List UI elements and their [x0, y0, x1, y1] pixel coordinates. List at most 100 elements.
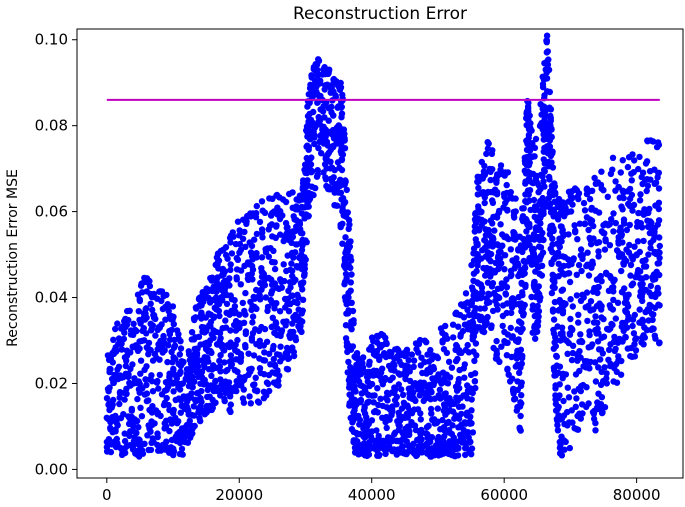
data-point	[351, 383, 358, 390]
data-point	[651, 180, 658, 187]
data-point	[592, 313, 599, 320]
data-point	[549, 248, 556, 256]
data-point	[639, 169, 647, 176]
data-point	[217, 352, 224, 359]
data-point	[136, 296, 143, 303]
data-point	[402, 375, 409, 383]
data-point	[432, 442, 439, 449]
data-point	[406, 446, 414, 453]
data-point	[106, 365, 114, 373]
data-point	[648, 219, 655, 226]
data-point	[484, 313, 491, 321]
data-point	[394, 352, 401, 360]
data-point	[364, 399, 371, 406]
data-point	[236, 324, 243, 331]
data-point	[292, 249, 299, 256]
data-point	[639, 281, 646, 288]
data-point	[377, 395, 384, 402]
data-point	[558, 205, 566, 213]
data-point	[546, 176, 553, 183]
data-point	[622, 307, 629, 314]
data-point	[538, 111, 545, 118]
data-point	[458, 410, 465, 418]
data-point	[488, 322, 495, 329]
data-point	[471, 378, 479, 385]
data-point	[545, 142, 552, 150]
data-point	[604, 193, 611, 200]
data-point	[203, 285, 210, 292]
data-point	[304, 203, 311, 210]
data-point	[641, 324, 648, 331]
data-point	[170, 321, 177, 328]
data-point	[455, 444, 462, 451]
data-point	[439, 416, 446, 424]
data-point	[125, 316, 132, 324]
data-point	[643, 187, 650, 195]
data-point	[222, 279, 230, 286]
data-point	[590, 410, 598, 417]
data-point	[625, 154, 633, 161]
data-point	[282, 322, 289, 329]
data-point	[579, 338, 586, 346]
data-point	[456, 385, 463, 392]
data-point	[328, 164, 336, 171]
data-point	[421, 358, 428, 366]
data-point	[145, 351, 152, 358]
data-point	[268, 258, 276, 266]
data-point	[580, 294, 587, 301]
data-point	[242, 341, 249, 349]
data-point	[269, 233, 276, 240]
data-point	[558, 452, 566, 459]
data-point	[179, 451, 186, 458]
data-point	[315, 113, 322, 121]
data-point	[555, 403, 562, 411]
data-point	[131, 375, 138, 382]
data-point	[558, 433, 565, 440]
data-point	[565, 394, 573, 401]
data-point	[485, 140, 492, 147]
data-point	[428, 449, 435, 456]
data-point	[559, 228, 566, 236]
data-point	[508, 304, 516, 311]
data-point	[521, 264, 529, 272]
data-point	[237, 267, 245, 274]
data-point	[585, 272, 593, 279]
data-point	[126, 307, 133, 314]
data-point	[158, 321, 165, 328]
data-point	[567, 315, 574, 323]
data-point	[143, 288, 150, 295]
data-point	[372, 445, 379, 452]
data-point	[354, 438, 361, 445]
data-point	[330, 142, 337, 150]
data-point	[113, 435, 121, 443]
data-point	[147, 320, 154, 327]
data-point	[122, 362, 129, 370]
data-point	[546, 104, 553, 111]
data-point	[418, 426, 425, 434]
data-point	[636, 153, 643, 161]
data-point	[466, 439, 473, 446]
data-point	[539, 173, 546, 180]
data-point	[475, 203, 482, 210]
data-point	[221, 347, 228, 354]
data-point	[417, 416, 424, 423]
data-point	[137, 370, 144, 377]
data-point	[294, 299, 301, 307]
data-point	[428, 410, 435, 417]
data-point	[635, 165, 642, 173]
data-point	[247, 400, 254, 407]
data-point	[183, 406, 190, 413]
data-point	[403, 428, 410, 435]
data-point	[656, 234, 663, 241]
data-point	[564, 350, 571, 357]
data-point	[275, 382, 282, 389]
data-point	[444, 380, 452, 387]
data-point	[263, 379, 271, 386]
data-point	[328, 131, 336, 138]
data-point	[179, 380, 187, 387]
data-point	[592, 427, 599, 434]
data-point	[193, 358, 200, 366]
data-point	[497, 285, 505, 292]
data-point	[376, 342, 384, 350]
data-point	[486, 165, 493, 173]
